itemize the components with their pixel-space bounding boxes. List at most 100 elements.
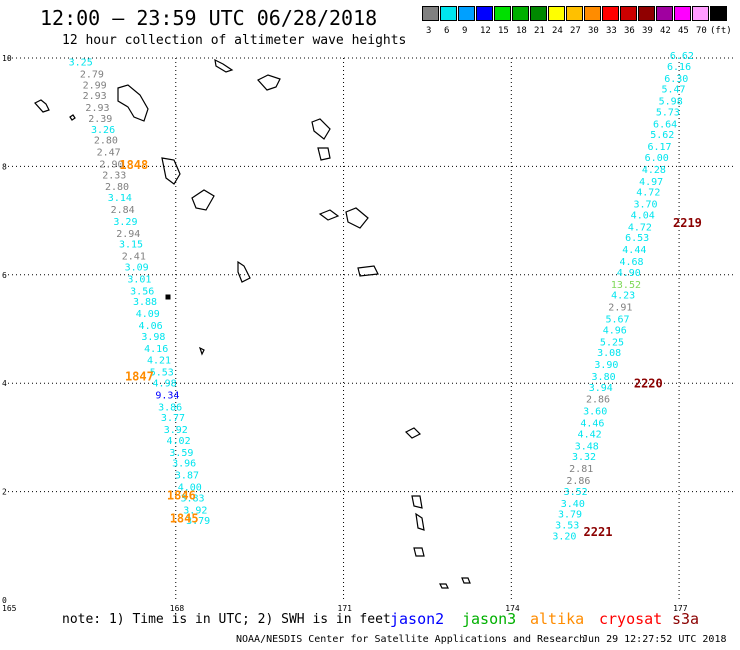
time-label: 1847	[125, 369, 154, 383]
timestamp-text: Jun 29 12:27:52 UTC 2018	[582, 634, 727, 645]
swh-value: 5.67	[606, 314, 630, 325]
island-outline	[165, 294, 171, 300]
color-scale-label: 18	[516, 26, 527, 36]
swh-value: 2.99	[83, 80, 107, 91]
swh-value: 6.64	[653, 119, 677, 130]
island-outline	[237, 260, 251, 283]
page-subtitle: 12 hour collection of altimeter wave hei…	[62, 33, 407, 48]
island-outline	[117, 84, 149, 122]
swh-value: 3.14	[108, 193, 132, 204]
island-outline	[357, 265, 379, 277]
island-outline	[198, 346, 205, 356]
color-scale-label: 24	[552, 26, 563, 36]
island-outline	[161, 157, 181, 185]
swh-value: 3.40	[561, 499, 585, 510]
swh-value: 3.59	[169, 448, 193, 459]
swh-value: 2.41	[122, 252, 146, 263]
color-scale-label: 15	[498, 26, 509, 36]
time-label: 2220	[634, 377, 663, 391]
swh-value: 2.39	[88, 114, 112, 125]
time-label: 2219	[673, 216, 702, 230]
color-swatch	[440, 6, 457, 21]
swh-value: 2.91	[608, 303, 632, 314]
swh-value: 3.25	[69, 58, 93, 69]
swh-value: 2.94	[116, 229, 140, 240]
swh-value: 4.72	[628, 222, 652, 233]
island-outline	[439, 583, 449, 589]
island-outline	[461, 577, 471, 584]
color-scale-label: 70	[696, 26, 707, 36]
swh-value: 3.09	[125, 262, 149, 273]
color-swatch	[530, 6, 547, 21]
island-outlines	[34, 58, 471, 589]
swh-value: 5.53	[150, 368, 174, 379]
swh-value: 2.90	[99, 159, 123, 170]
island-outline	[214, 58, 234, 73]
swh-value: 2.79	[80, 70, 104, 81]
island-outline	[318, 209, 340, 221]
swh-value: 5.73	[656, 107, 680, 118]
color-scale-label: 33	[606, 26, 617, 36]
x-tick-label: 165	[2, 604, 17, 613]
swh-value: 3.53	[555, 520, 579, 531]
swh-value: 4.90	[617, 268, 641, 279]
swh-value: 3.98	[141, 332, 165, 343]
color-scale-label: 12	[480, 26, 491, 36]
swh-value: 4.21	[147, 356, 171, 367]
swh-value: 3.94	[589, 383, 613, 394]
swh-value: 4.09	[136, 309, 160, 320]
color-swatch	[566, 6, 583, 21]
island-outline	[415, 512, 425, 531]
color-scale-label: 3	[426, 26, 432, 36]
swh-value: 3.88	[133, 297, 157, 308]
island-outline	[69, 114, 76, 121]
swh-value: 4.68	[619, 257, 643, 268]
swh-value: 6.16	[667, 62, 691, 73]
island-outline	[34, 99, 50, 113]
satellite-legend-item: jason3	[462, 610, 517, 628]
swh-value: 4.02	[167, 436, 191, 447]
swh-value: 4.98	[153, 378, 177, 389]
color-scale-label: 42	[660, 26, 671, 36]
swh-value: 3.90	[594, 360, 618, 371]
swh-value: 3.20	[552, 531, 576, 542]
swh-value: 3.29	[113, 217, 137, 228]
swh-value: 4.96	[603, 325, 627, 336]
swh-value: 6.17	[647, 142, 671, 153]
swh-value: 2.80	[94, 136, 118, 147]
swh-value: 6.00	[645, 153, 669, 164]
color-scale-label: (ft)	[710, 26, 732, 36]
color-swatch	[674, 6, 691, 21]
y-tick-label: 0	[2, 596, 7, 605]
swh-value: 4.46	[580, 419, 604, 430]
swh-value: 4.72	[636, 188, 660, 199]
y-tick-label: 10	[2, 54, 12, 63]
swh-value: 2.81	[569, 464, 593, 475]
swh-value: 4.00	[178, 483, 202, 494]
color-swatch	[494, 6, 511, 21]
swh-value: 3.56	[130, 286, 154, 297]
note-text: note: 1) Time is in UTC; 2) SWH is in fe…	[62, 612, 391, 627]
x-tick-label: 177	[673, 604, 688, 613]
island-outline	[191, 189, 215, 211]
swh-value: 5.98	[659, 97, 683, 108]
color-swatch	[710, 6, 727, 21]
swh-value: 2.80	[105, 182, 129, 193]
x-tick-label: 168	[170, 604, 185, 613]
color-scale-label: 21	[534, 26, 545, 36]
swh-value: 3.86	[158, 402, 182, 413]
island-outline	[411, 495, 423, 509]
y-tick-label: 8	[2, 162, 7, 171]
color-swatch	[638, 6, 655, 21]
swh-value: 2.84	[111, 205, 135, 216]
y-tick-label: 2	[2, 488, 7, 497]
color-swatch	[584, 6, 601, 21]
swh-value: 3.87	[175, 471, 199, 482]
island-outline	[413, 547, 425, 557]
swh-value: 4.28	[642, 165, 666, 176]
island-outline	[311, 118, 331, 140]
axis-tick-labels: 165 168 171 174 177 0 2 4 6 8 10	[2, 54, 688, 613]
time-label: 1848	[119, 158, 148, 172]
